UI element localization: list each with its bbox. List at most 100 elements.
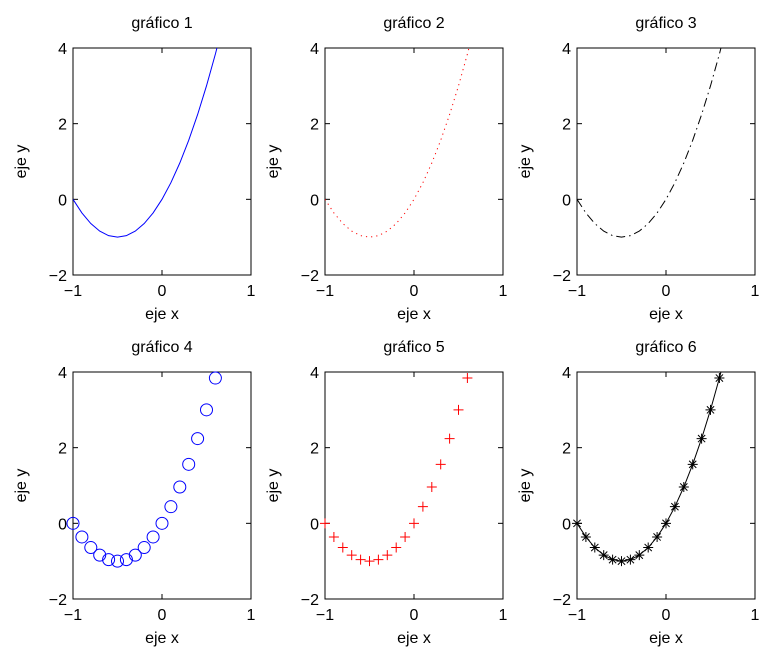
data-point-circle [182, 457, 196, 471]
y-tick-label: 0 [58, 192, 67, 209]
data-point-asterisk [714, 373, 725, 384]
data-point-plus [364, 556, 375, 567]
y-tick-label: 4 [562, 365, 571, 382]
x-tick-label: −1 [64, 283, 82, 300]
subplot-5: gráfico 5 −1 0 1 −2 0 2 4 eje x eje y [265, 339, 508, 647]
x-axis-label: eje x [145, 306, 179, 323]
data-point-circle [93, 548, 107, 562]
x-tick-label: −1 [316, 607, 334, 624]
data-point-plus [400, 531, 411, 542]
y-axis-label: eje y [517, 469, 534, 503]
x-tick-label: 0 [158, 607, 167, 624]
x-tick-label: 0 [410, 607, 419, 624]
x-axis-label: eje x [397, 306, 431, 323]
y-tick-label: 4 [562, 41, 571, 58]
x-tick-label: 1 [499, 283, 508, 300]
y-tick-label: −2 [301, 592, 319, 609]
x-tick-label: 0 [410, 283, 419, 300]
data-point-plus [417, 501, 428, 512]
subplot-1: gráfico 1 −1 0 1 −2 0 2 4 eje x eje y [13, 15, 256, 323]
data-point-plus [444, 433, 455, 444]
data-point-circle [75, 530, 89, 544]
data-point-asterisk [661, 518, 671, 529]
y-tick-label: 4 [58, 41, 67, 58]
axes-frame [324, 47, 504, 276]
y-tick-label: 2 [58, 441, 67, 458]
y-tick-label: −2 [553, 592, 571, 609]
x-tick-label: 1 [247, 283, 256, 300]
x-tick-label: 1 [247, 607, 256, 624]
data-point-circle [173, 480, 187, 494]
data-point-circle [200, 403, 213, 417]
y-axis-label: eje y [517, 145, 534, 179]
y-tick-label: 2 [58, 117, 67, 134]
axes-frame [576, 47, 756, 276]
x-tick-label: −1 [568, 283, 586, 300]
y-tick-label: −2 [301, 268, 319, 285]
data-point-circle [102, 553, 116, 567]
x-tick-label: 1 [751, 283, 760, 300]
x-axis-label: eje x [649, 630, 683, 647]
y-tick-label: 0 [562, 192, 571, 209]
x-axis-label: eje x [397, 630, 431, 647]
data-point-plus [435, 459, 446, 470]
data-point-circle [84, 541, 98, 555]
x-axis-label: eje x [145, 630, 179, 647]
data-point-plus [426, 482, 437, 493]
y-tick-label: −2 [49, 268, 67, 285]
series-line [577, 48, 722, 238]
data-point-circle [191, 432, 205, 446]
x-tick-label: 1 [499, 607, 508, 624]
series-line [73, 48, 218, 238]
axes-frame [72, 47, 252, 276]
data-point-plus [409, 518, 419, 529]
x-tick-label: −1 [568, 607, 586, 624]
subplot-title: gráfico 4 [131, 339, 192, 356]
data-point-plus [462, 373, 473, 384]
y-tick-label: 4 [310, 41, 319, 58]
data-point-circle [146, 530, 160, 544]
data-point-circle [155, 516, 169, 530]
y-tick-label: −2 [553, 268, 571, 285]
subplot-title: gráfico 6 [635, 339, 696, 356]
subplot-3: gráfico 3 −1 0 1 −2 0 2 4 eje x eje y [517, 15, 760, 323]
plot-area [73, 48, 218, 238]
data-point-plus [337, 542, 348, 553]
y-tick-label: −2 [49, 592, 67, 609]
data-point-asterisk [687, 459, 698, 470]
data-point-asterisk [652, 531, 663, 542]
subplot-title: gráfico 3 [635, 15, 696, 32]
data-point-asterisk [669, 501, 680, 512]
x-tick-label: 0 [662, 283, 671, 300]
data-point-asterisk [643, 542, 654, 553]
data-point-circle [119, 553, 133, 567]
subplot-title: gráfico 2 [383, 15, 444, 32]
y-tick-label: 0 [58, 516, 67, 533]
data-point-plus [453, 404, 464, 415]
data-point-asterisk [598, 550, 609, 561]
data-point-asterisk [625, 554, 636, 565]
y-axis-label: eje y [13, 469, 30, 503]
axes-frame [576, 371, 756, 600]
y-axis-label: eje y [265, 469, 282, 503]
subplot-4: gráfico 4 −1 0 1 −2 0 2 4 eje x eje y [13, 339, 256, 647]
x-tick-label: −1 [64, 607, 82, 624]
data-point-plus [355, 554, 366, 565]
x-tick-label: −1 [316, 283, 334, 300]
data-point-asterisk [705, 404, 716, 415]
data-point-plus [320, 518, 330, 529]
data-point-plus [382, 550, 393, 561]
x-tick-label: 1 [751, 607, 760, 624]
data-point-circle [137, 541, 151, 555]
data-point-asterisk [607, 554, 618, 565]
data-point-circle [208, 371, 222, 385]
y-axis-label: eje y [13, 145, 30, 179]
data-point-plus [328, 531, 339, 542]
axes-frame [72, 371, 252, 600]
y-tick-label: 2 [562, 441, 571, 458]
data-point-plus [373, 554, 384, 565]
data-point-circle [128, 548, 142, 562]
axes-frame [324, 371, 504, 600]
x-axis-label: eje x [649, 306, 683, 323]
